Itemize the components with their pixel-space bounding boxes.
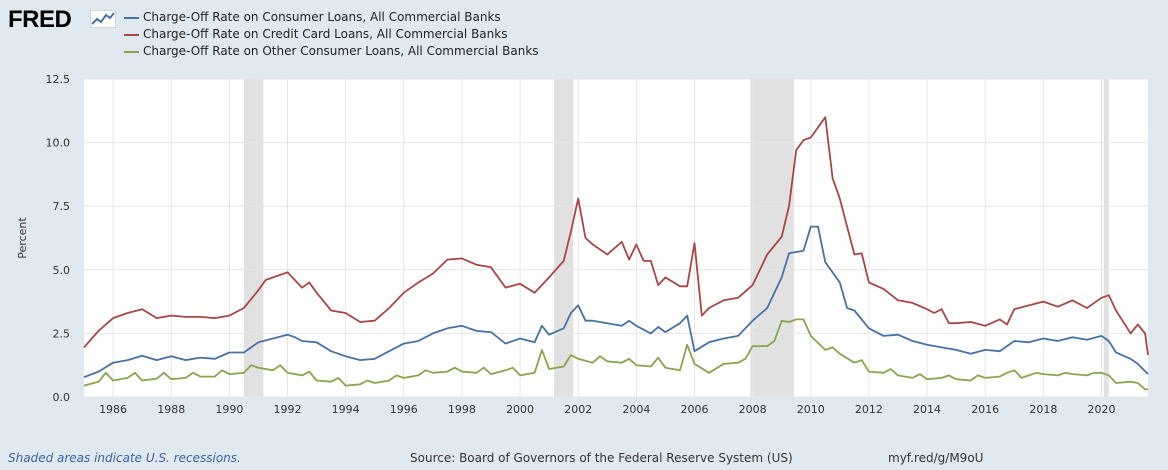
recession-band-0 <box>243 79 264 397</box>
y-tick-label: 0.0 <box>53 391 71 404</box>
legend-item-other-consumer-loans[interactable]: Charge-Off Rate on Other Consumer Loans,… <box>124 43 539 60</box>
legend-swatch-other-consumer-loans <box>124 50 139 53</box>
fred-logo[interactable]: FRED <box>8 6 72 33</box>
legend-item-credit-card-loans[interactable]: Charge-Off Rate on Credit Card Loans, Al… <box>124 26 539 43</box>
x-tick-label: 2008 <box>739 403 767 416</box>
x-tick-label: 1992 <box>273 403 301 416</box>
series-line-0[interactable] <box>83 225 1149 379</box>
x-axis-tick-labels: 1986 1988 1990 1992 1994 1996 1998 2000 2002 2004… <box>99 403 1115 416</box>
x-tick-label: 2002 <box>564 403 592 416</box>
short-url[interactable]: myf.red/g/M9oU <box>888 451 984 465</box>
grid-lines <box>84 78 1148 398</box>
y-axis-tick-labels: 0.0 2.5 5.0 7.5 10.0 12.5 <box>46 73 71 404</box>
x-tick-label: 1996 <box>390 403 418 416</box>
x-tick-label: 1990 <box>215 403 243 416</box>
x-tick-label: 1986 <box>99 403 127 416</box>
legend-label: Charge-Off Rate on Consumer Loans, All C… <box>143 10 501 24</box>
x-tick-label: 2004 <box>622 403 650 416</box>
legend-swatch-consumer-loans <box>124 16 139 19</box>
recession-band-2 <box>750 79 794 397</box>
series-lines <box>83 116 1149 391</box>
x-tick-label: 2012 <box>855 403 883 416</box>
y-tick-label: 7.5 <box>53 200 71 213</box>
x-tick-label: 2006 <box>680 403 708 416</box>
x-tick-label: 2010 <box>797 403 825 416</box>
recession-note: Shaded areas indicate U.S. recessions. <box>8 451 241 465</box>
legend-swatch-credit-card-loans <box>124 33 139 36</box>
chart-legend: Charge-Off Rate on Consumer Loans, All C… <box>124 9 539 60</box>
recession-band-3 <box>1103 79 1109 397</box>
y-axis-title: Percent <box>16 217 29 259</box>
line-chart-icon <box>90 10 116 28</box>
x-tick-label: 2016 <box>971 403 999 416</box>
x-tick-label: 1994 <box>332 403 360 416</box>
legend-item-consumer-loans[interactable]: Charge-Off Rate on Consumer Loans, All C… <box>124 9 539 26</box>
recession-band-1 <box>554 79 574 397</box>
series-line-1[interactable] <box>83 116 1149 356</box>
y-tick-label: 12.5 <box>46 73 71 86</box>
legend-label: Charge-Off Rate on Credit Card Loans, Al… <box>143 27 508 41</box>
x-tick-label: 2020 <box>1087 403 1115 416</box>
x-tick-label: 1988 <box>157 403 185 416</box>
x-tick-label: 2018 <box>1029 403 1057 416</box>
y-tick-label: 2.5 <box>53 327 71 340</box>
x-tick-label: 2000 <box>506 403 534 416</box>
legend-label: Charge-Off Rate on Other Consumer Loans,… <box>143 44 539 58</box>
x-tick-label: 1998 <box>448 403 476 416</box>
x-tick-label: 2014 <box>913 403 941 416</box>
series-line-2[interactable] <box>83 318 1148 391</box>
data-source: Source: Board of Governors of the Federa… <box>410 451 793 465</box>
y-tick-label: 5.0 <box>53 264 71 277</box>
y-tick-label: 10.0 <box>46 137 71 150</box>
recession-shading <box>243 79 1109 397</box>
